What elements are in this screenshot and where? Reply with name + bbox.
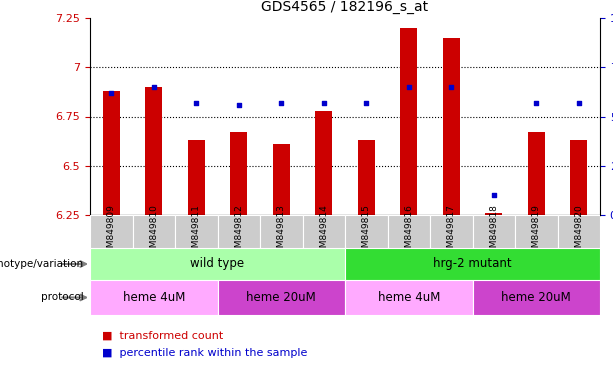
Text: GSM849818: GSM849818	[489, 204, 498, 259]
Text: GSM849819: GSM849819	[531, 204, 541, 259]
Text: GSM849809: GSM849809	[107, 204, 116, 259]
Point	[574, 99, 584, 106]
Bar	[132, 215, 175, 248]
Text: heme 20uM: heme 20uM	[501, 291, 571, 304]
Text: protocol: protocol	[41, 293, 84, 303]
Bar	[90, 215, 132, 248]
Text: GSM849815: GSM849815	[362, 204, 371, 259]
Point	[319, 99, 329, 106]
Bar	[473, 215, 515, 248]
Bar	[188, 140, 205, 215]
Bar	[103, 91, 120, 215]
Bar	[345, 280, 473, 315]
Bar	[387, 215, 430, 248]
Bar	[515, 215, 557, 248]
Bar	[315, 111, 332, 215]
Text: GSM849820: GSM849820	[574, 204, 583, 259]
Bar	[175, 215, 218, 248]
Text: heme 20uM: heme 20uM	[246, 291, 316, 304]
Bar	[273, 144, 290, 215]
Point	[234, 102, 243, 108]
Point	[489, 192, 498, 199]
Bar	[218, 280, 345, 315]
Point	[531, 99, 541, 106]
Point	[106, 90, 116, 96]
Bar	[443, 38, 460, 215]
Text: GSM849814: GSM849814	[319, 204, 328, 259]
Text: GSM849817: GSM849817	[447, 204, 455, 259]
Bar	[230, 132, 247, 215]
Title: GDS4565 / 182196_s_at: GDS4565 / 182196_s_at	[261, 0, 428, 14]
Text: wild type: wild type	[191, 258, 245, 270]
Bar	[528, 132, 545, 215]
Text: heme 4uM: heme 4uM	[123, 291, 185, 304]
Text: GSM849812: GSM849812	[234, 204, 243, 259]
Bar	[218, 215, 260, 248]
Text: GSM849816: GSM849816	[404, 204, 413, 259]
Text: ■  transformed count: ■ transformed count	[102, 331, 224, 341]
Bar	[570, 140, 587, 215]
Point	[446, 84, 456, 90]
Point	[361, 99, 371, 106]
Bar	[90, 280, 218, 315]
Bar	[473, 280, 600, 315]
Bar	[302, 215, 345, 248]
Text: hrg-2 mutant: hrg-2 mutant	[433, 258, 512, 270]
Point	[149, 84, 159, 90]
Bar	[485, 213, 502, 215]
Bar	[145, 87, 162, 215]
Bar	[345, 215, 387, 248]
Text: ■  percentile rank within the sample: ■ percentile rank within the sample	[102, 348, 308, 358]
Bar	[430, 215, 473, 248]
Point	[276, 99, 286, 106]
Bar	[400, 28, 417, 215]
Point	[404, 84, 414, 90]
Text: GSM849810: GSM849810	[149, 204, 158, 259]
Text: genotype/variation: genotype/variation	[0, 259, 84, 269]
Bar	[557, 215, 600, 248]
Point	[191, 99, 201, 106]
Bar	[358, 140, 375, 215]
Text: GSM849813: GSM849813	[276, 204, 286, 259]
Bar	[345, 248, 600, 280]
Bar	[90, 248, 345, 280]
Bar	[260, 215, 302, 248]
Text: GSM849811: GSM849811	[192, 204, 200, 259]
Text: heme 4uM: heme 4uM	[378, 291, 440, 304]
